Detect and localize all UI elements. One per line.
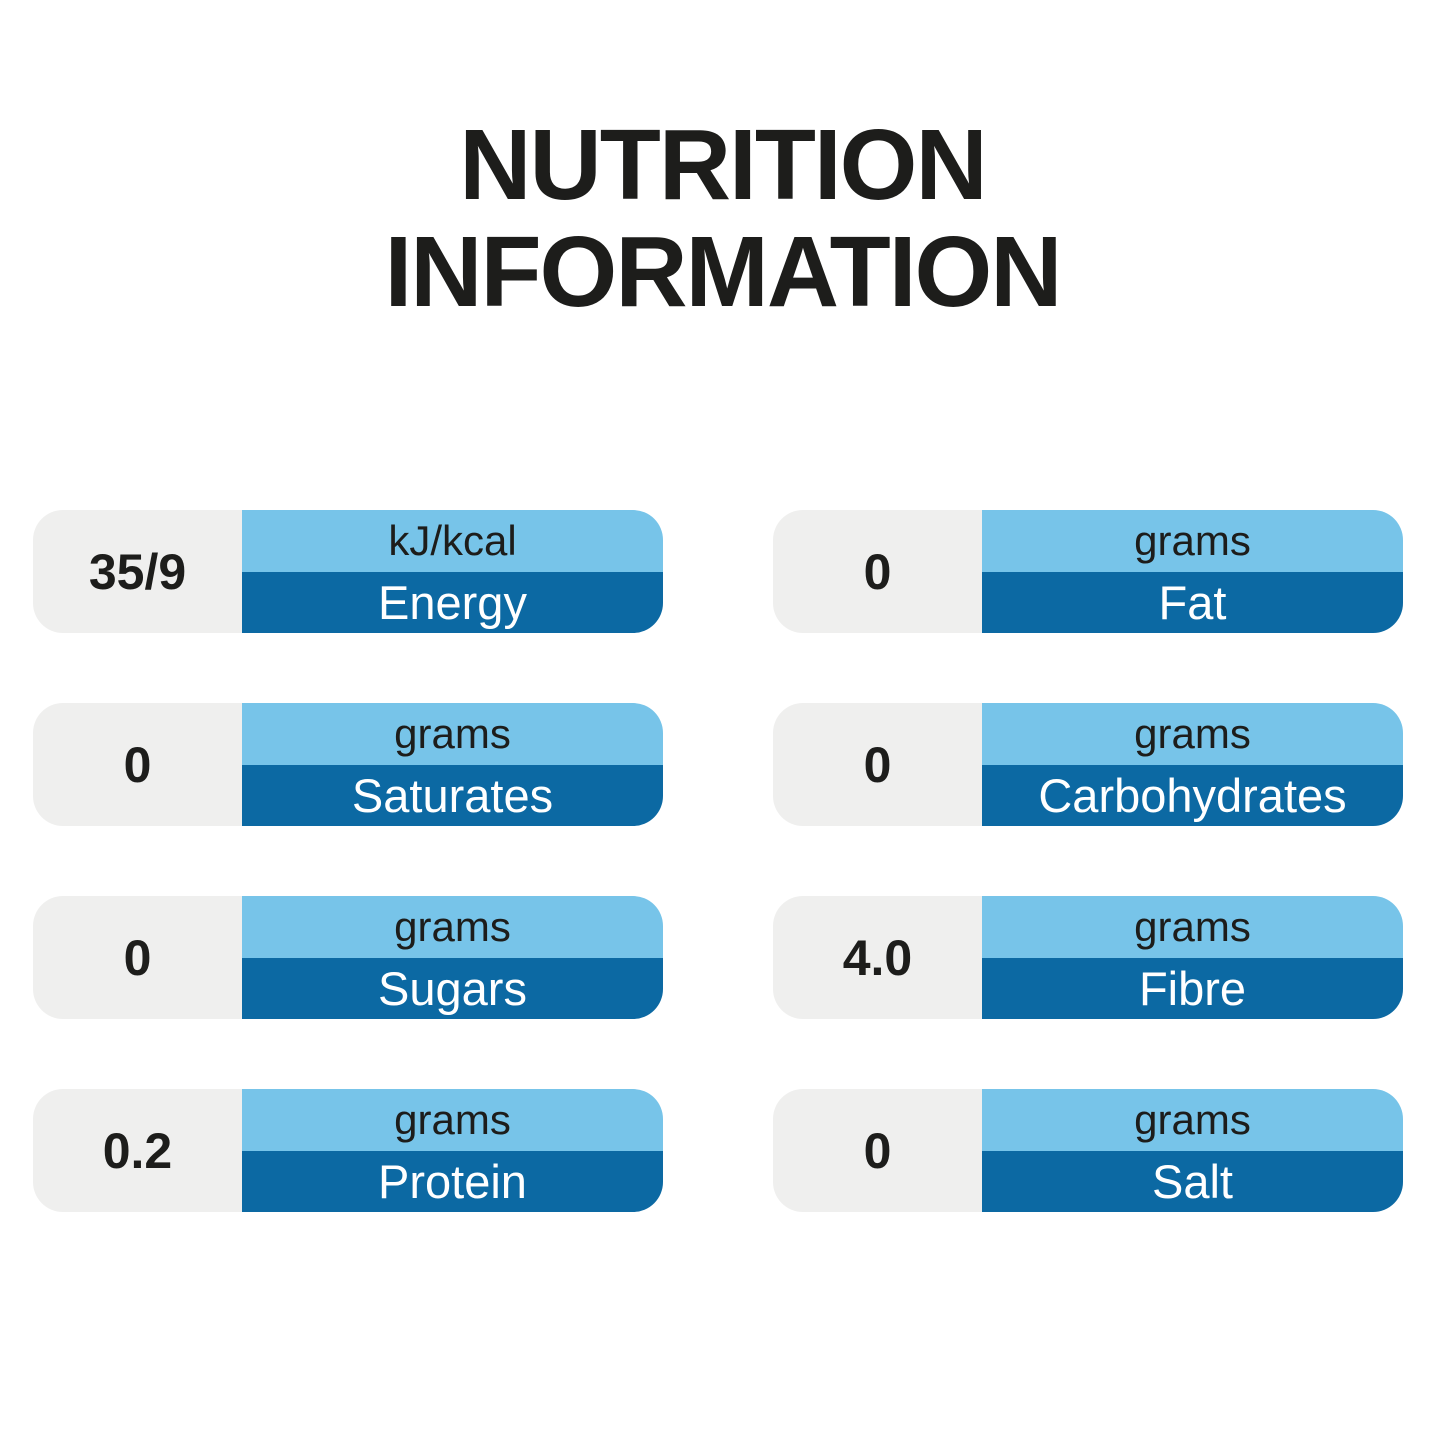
nutrient-value: 0.2 (102, 1122, 173, 1179)
nutrient-card-saturates: 0 grams Saturates (33, 703, 663, 826)
nutrient-value-box: 0.2 (33, 1089, 242, 1212)
nutrient-value-box: 0 (773, 703, 982, 826)
nutrient-bars: grams Saturates (242, 703, 663, 826)
nutrient-value: 0 (123, 929, 152, 986)
nutrient-value: 0 (863, 543, 892, 600)
nutrient-value-box: 4.0 (773, 896, 982, 1019)
nutrient-card-salt: 0 grams Salt (773, 1089, 1403, 1212)
nutrient-label: Salt (1152, 1154, 1233, 1208)
nutrient-unit-bar: grams (242, 896, 663, 958)
nutrient-unit-bar: grams (982, 703, 1403, 765)
nutrient-card-fibre: 4.0 grams Fibre (773, 896, 1403, 1019)
nutrient-value: 0 (863, 1122, 892, 1179)
nutrient-unit: grams (1134, 516, 1251, 564)
nutrient-bars: grams Carbohydrates (982, 703, 1403, 826)
nutrient-bars: grams Sugars (242, 896, 663, 1019)
nutrient-bars: kJ/kcal Energy (242, 510, 663, 633)
nutrient-label: Saturates (351, 768, 554, 822)
nutrient-label-bar: Saturates (242, 764, 663, 826)
nutrient-label-bar: Protein (242, 1150, 663, 1212)
nutrient-unit-bar: grams (242, 703, 663, 765)
nutrient-value: 4.0 (842, 929, 913, 986)
nutrient-unit: grams (1134, 902, 1251, 950)
nutrient-value-box: 35/9 (33, 510, 242, 633)
nutrition-cards-grid: 35/9 kJ/kcal Energy 0 grams Fat 0 (33, 510, 1403, 1212)
nutrient-card-carbohydrates: 0 grams Carbohydrates (773, 703, 1403, 826)
nutrient-bars: grams Protein (242, 1089, 663, 1212)
nutrient-unit-bar: grams (982, 1089, 1403, 1151)
nutrient-value: 0 (123, 736, 152, 793)
nutrient-value: 35/9 (88, 543, 187, 600)
nutrient-label: Sugars (378, 961, 527, 1015)
nutrient-unit: grams (1134, 709, 1251, 757)
page-title-line-1: NUTRITION (459, 109, 987, 221)
nutrient-card-energy: 35/9 kJ/kcal Energy (33, 510, 663, 633)
nutrient-unit: grams (394, 1095, 511, 1143)
page-title: NUTRITION INFORMATION (0, 112, 1445, 326)
nutrient-unit-bar: grams (982, 896, 1403, 958)
nutrient-bars: grams Salt (982, 1089, 1403, 1212)
nutrient-label: Energy (378, 575, 527, 629)
nutrient-card-sugars: 0 grams Sugars (33, 896, 663, 1019)
nutrient-label-bar: Salt (982, 1150, 1403, 1212)
nutrient-bars: grams Fibre (982, 896, 1403, 1019)
nutrient-value-box: 0 (33, 703, 242, 826)
nutrient-unit-bar: kJ/kcal (242, 510, 663, 572)
nutrient-unit: grams (1134, 1095, 1251, 1143)
page-title-line-2: INFORMATION (384, 216, 1062, 328)
nutrient-unit: grams (394, 709, 511, 757)
nutrient-card-protein: 0.2 grams Protein (33, 1089, 663, 1212)
nutrient-label-bar: Energy (242, 571, 663, 633)
nutrient-value-box: 0 (33, 896, 242, 1019)
nutrient-label-bar: Fibre (982, 957, 1403, 1019)
nutrient-label: Fibre (1138, 961, 1247, 1015)
nutrient-label-bar: Carbohydrates (982, 764, 1403, 826)
nutrient-label-bar: Sugars (242, 957, 663, 1019)
nutrient-label: Protein (378, 1154, 527, 1208)
nutrient-unit-bar: grams (982, 510, 1403, 572)
nutrient-unit: kJ/kcal (388, 516, 517, 564)
nutrient-label-bar: Fat (982, 571, 1403, 633)
nutrient-value: 0 (863, 736, 892, 793)
nutrient-value-box: 0 (773, 510, 982, 633)
nutrient-label: Carbohydrates (1038, 768, 1347, 822)
nutrient-unit-bar: grams (242, 1089, 663, 1151)
nutrient-card-fat: 0 grams Fat (773, 510, 1403, 633)
nutrient-label: Fat (1158, 575, 1227, 629)
nutrient-bars: grams Fat (982, 510, 1403, 633)
nutrient-value-box: 0 (773, 1089, 982, 1212)
nutrient-unit: grams (394, 902, 511, 950)
